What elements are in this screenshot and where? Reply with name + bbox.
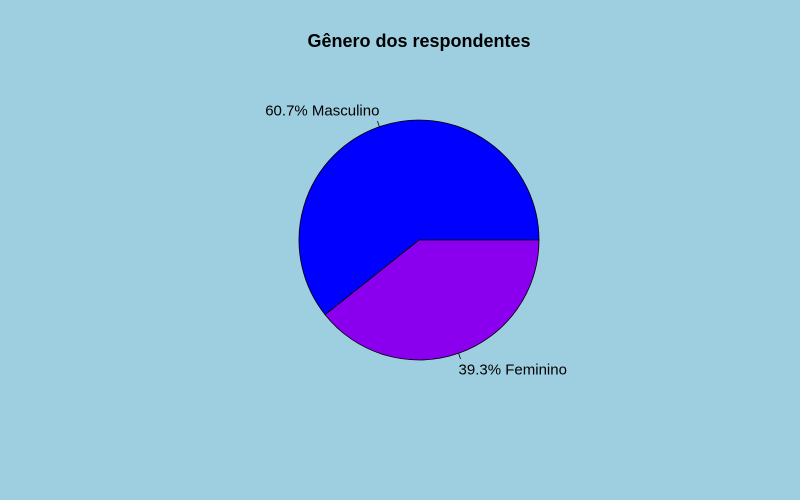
leader-line-masculino: [377, 120, 380, 127]
slice-label-feminino: 39.3% Feminino: [459, 362, 567, 379]
pie-slices: [298, 119, 540, 361]
slice-label-masculino: 60.7% Masculino: [265, 102, 379, 119]
pie-slice-masculino: [298, 119, 540, 316]
pie-slice-feminino: [324, 239, 540, 361]
leader-line-feminino: [458, 353, 461, 360]
pie-labels: 60.7% Masculino 39.3% Feminino: [265, 102, 567, 378]
chart-title: Gênero dos respondentes: [307, 31, 530, 51]
